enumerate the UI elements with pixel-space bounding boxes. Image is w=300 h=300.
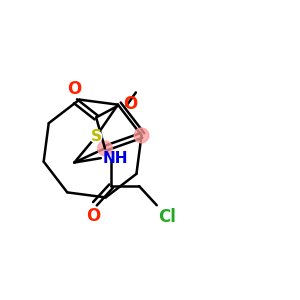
Text: NH: NH bbox=[102, 151, 128, 166]
Text: S: S bbox=[91, 129, 101, 144]
Text: O: O bbox=[67, 80, 81, 98]
Text: Cl: Cl bbox=[158, 208, 176, 226]
Circle shape bbox=[98, 141, 112, 156]
Text: O: O bbox=[123, 95, 137, 113]
Circle shape bbox=[90, 131, 102, 142]
Text: O: O bbox=[86, 207, 100, 225]
Circle shape bbox=[134, 128, 149, 143]
